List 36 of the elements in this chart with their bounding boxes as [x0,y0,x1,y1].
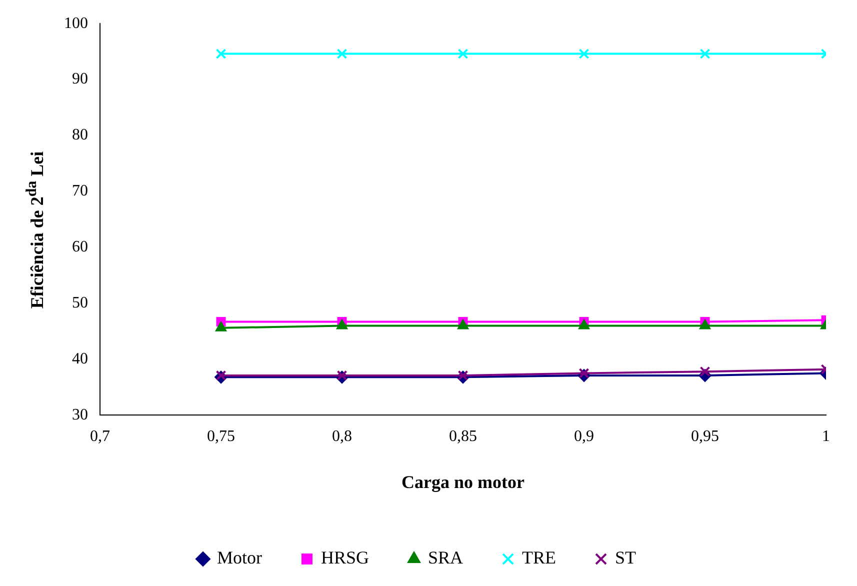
y-tick-label: 80 [72,126,88,144]
point [336,370,348,381]
point [215,321,227,332]
y-tick-label: 40 [72,350,88,368]
legend-label: TRE [522,548,556,568]
x-tick-label: 0,75 [207,428,235,446]
x-tick-label: 0,95 [691,428,719,446]
y-tick-label: 50 [72,294,88,312]
point [336,319,348,330]
x-tick-label: 1 [822,428,830,446]
y-tick-label: 60 [72,238,88,256]
point [578,48,590,60]
legend-label: Motor [216,548,262,568]
point [578,368,590,378]
y-tick-label: 100 [64,14,88,32]
point [457,319,469,330]
x-axis-title: Carga no motor [402,472,524,492]
point [458,370,468,381]
legend-label: ST [615,548,636,568]
point [700,48,710,60]
y-tick-label: 90 [72,70,88,88]
y-tick-label: 30 [72,406,88,424]
point [458,48,468,60]
legend-label: SRA [428,548,464,568]
point [336,48,348,60]
x-tick-label: 0,8 [332,428,352,446]
point [699,319,711,330]
x-tick-label: 0,9 [574,428,594,446]
legend-label: HRSG [320,548,369,568]
x-tick-label: 0,85 [449,428,477,446]
point [578,319,590,330]
point [216,370,226,381]
x-tick-label: 0,7 [90,428,110,446]
y-tick-label: 70 [72,182,88,200]
point [216,48,226,60]
point [700,366,710,377]
